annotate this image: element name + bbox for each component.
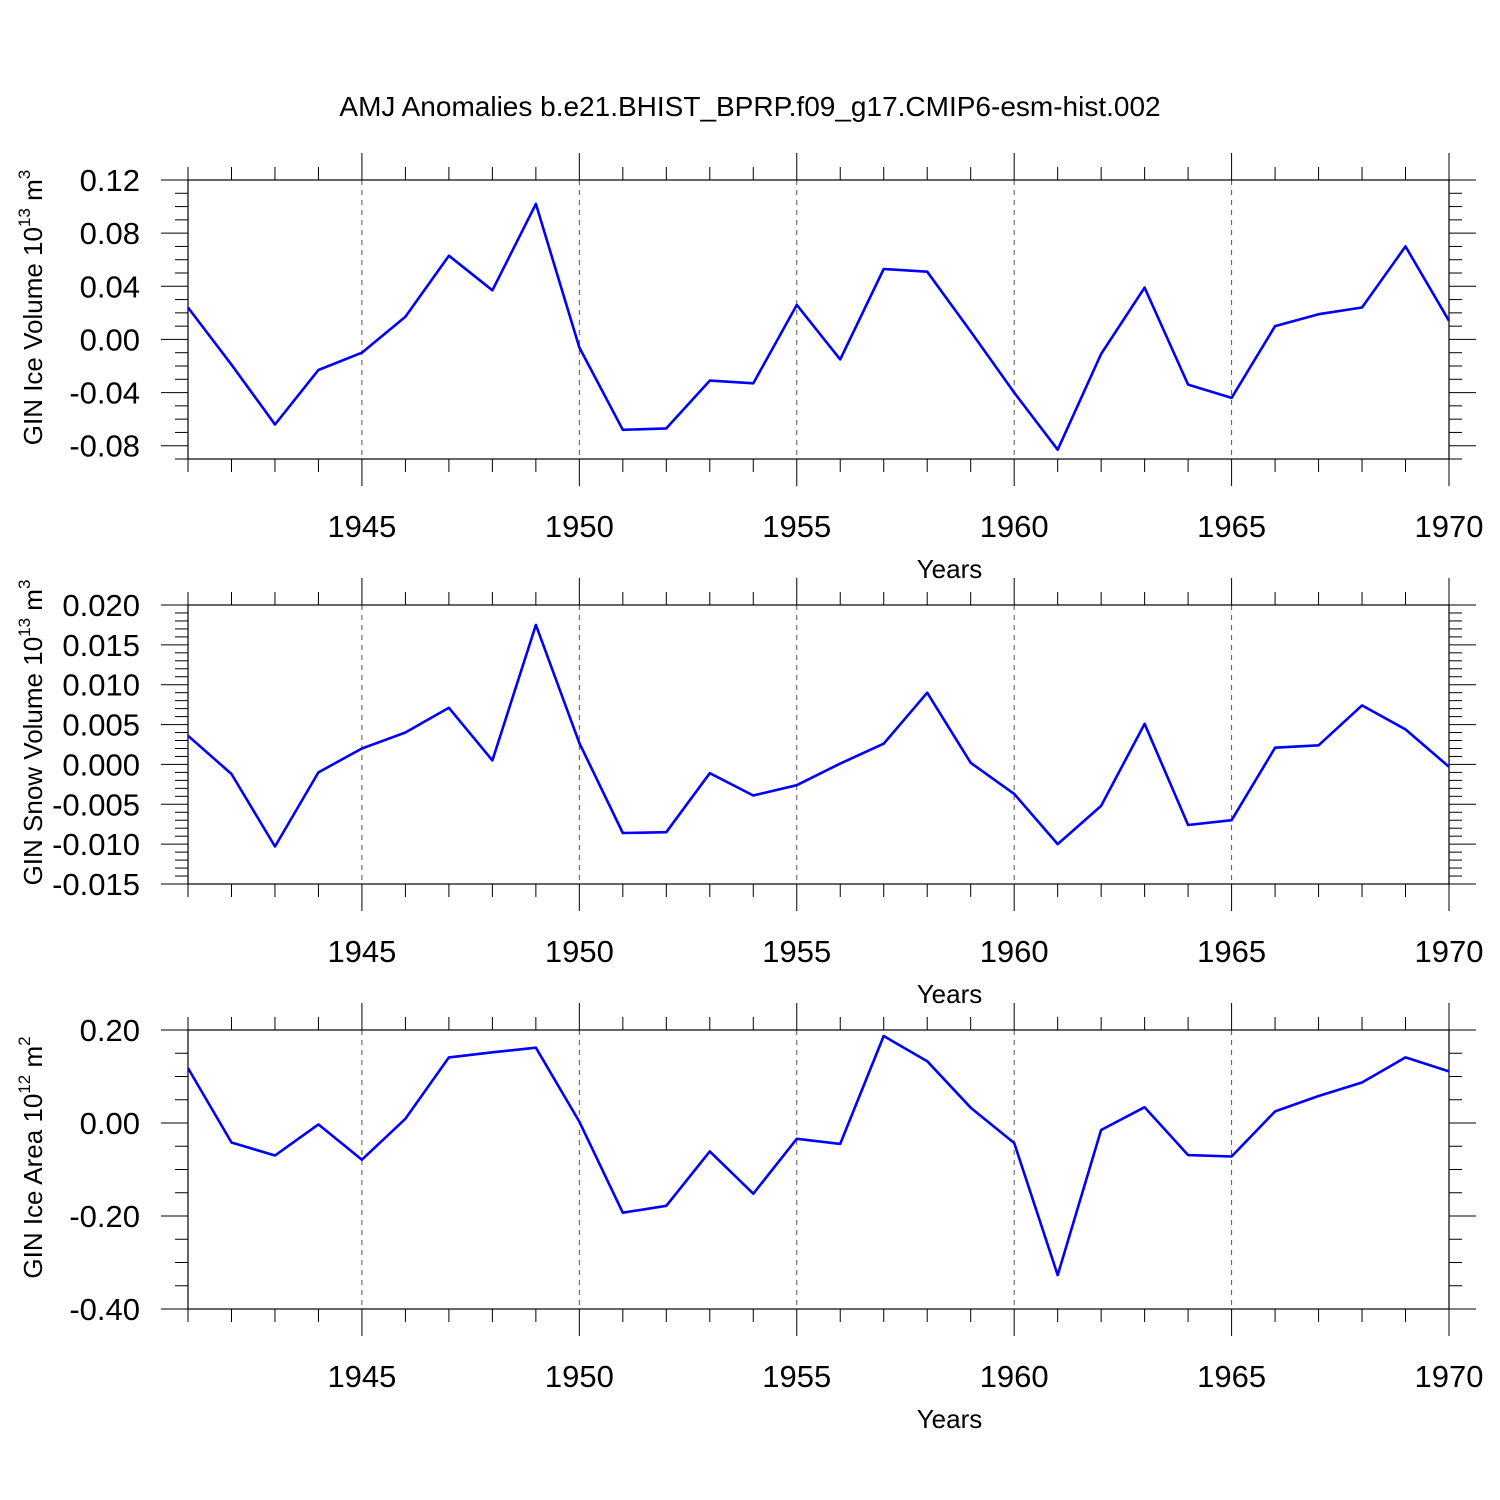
chart-panel-3: 1945 1950 1955 1960 1965 1970 Years -0.40 -0.20 0… bbox=[15, 1003, 1483, 1434]
y-tick-label: 0.010 bbox=[62, 668, 140, 703]
x-tick-label: 1945 bbox=[327, 934, 396, 969]
data-series-line bbox=[186, 1034, 1450, 1277]
figure-title: AMJ Anomalies b.e21.BHIST_BPRP.f09_g17.C… bbox=[339, 91, 1160, 122]
x-tick-label: 1960 bbox=[980, 934, 1049, 969]
y-tick-label: 0.000 bbox=[62, 747, 140, 782]
y-tick-label: -0.015 bbox=[52, 867, 140, 902]
x-axis-label: Years bbox=[917, 979, 983, 1009]
y-tick-label: 0.20 bbox=[80, 1013, 140, 1048]
y-tick-label: -0.40 bbox=[69, 1292, 140, 1327]
x-tick-label: 1950 bbox=[545, 509, 614, 544]
chart-panel-2: 1945 1950 1955 1960 1965 1970 Years -0.015 -0.01… bbox=[15, 578, 1483, 1009]
y-axis-label: GIN Ice Volume 1013 m3 bbox=[15, 170, 48, 446]
x-tick-label: 1955 bbox=[762, 509, 831, 544]
x-axis-label: Years bbox=[917, 554, 983, 584]
y-tick-label: 0.12 bbox=[80, 163, 140, 198]
y-tick-label: 0.04 bbox=[80, 269, 140, 304]
x-tick-label: 1965 bbox=[1197, 934, 1266, 969]
plot-frame bbox=[187, 1029, 1450, 1310]
x-tick-label: 1960 bbox=[980, 1359, 1049, 1394]
x-tick-label: 1965 bbox=[1197, 509, 1266, 544]
x-tick-label: 1970 bbox=[1415, 509, 1484, 544]
data-series-line bbox=[186, 202, 1451, 452]
x-tick-label: 1945 bbox=[327, 1359, 396, 1394]
x-tick-label: 1970 bbox=[1415, 1359, 1484, 1394]
data-series-line bbox=[187, 623, 1450, 848]
plot-frame bbox=[187, 604, 1450, 885]
y-tick-label: -0.005 bbox=[52, 787, 140, 822]
y-tick-label: 0.020 bbox=[62, 588, 140, 623]
y-tick-label: 0.00 bbox=[80, 1106, 140, 1141]
plot-frame bbox=[187, 179, 1450, 460]
panels: 1945 1950 1955 1960 1965 1970 Years -0.08 -0.04 0… bbox=[15, 153, 1483, 1434]
x-tick-label: 1955 bbox=[762, 1359, 831, 1394]
x-tick-label: 1970 bbox=[1415, 934, 1484, 969]
x-axis-label: Years bbox=[917, 1404, 983, 1434]
x-tick-label: 1950 bbox=[545, 934, 614, 969]
y-tick-label: 0.00 bbox=[80, 322, 140, 357]
y-tick-label: 0.005 bbox=[62, 708, 140, 743]
y-tick-label: 0.08 bbox=[80, 216, 140, 251]
x-tick-label: 1945 bbox=[327, 509, 396, 544]
y-tick-label: -0.08 bbox=[69, 429, 140, 464]
y-tick-label: -0.04 bbox=[69, 376, 140, 411]
x-tick-label: 1955 bbox=[762, 934, 831, 969]
y-tick-label: -0.20 bbox=[69, 1199, 140, 1234]
y-tick-label: 0.015 bbox=[62, 628, 140, 663]
x-tick-label: 1960 bbox=[980, 509, 1049, 544]
chart-panel-1: 1945 1950 1955 1960 1965 1970 Years -0.08 -0.04 0… bbox=[15, 153, 1483, 584]
x-tick-label: 1965 bbox=[1197, 1359, 1266, 1394]
y-axis-label: GIN Snow Volume 1013 m3 bbox=[15, 580, 48, 886]
y-tick-label: -0.010 bbox=[52, 827, 140, 862]
x-tick-label: 1950 bbox=[545, 1359, 614, 1394]
y-axis-label: GIN Ice Area 1012 m2 bbox=[15, 1036, 48, 1278]
